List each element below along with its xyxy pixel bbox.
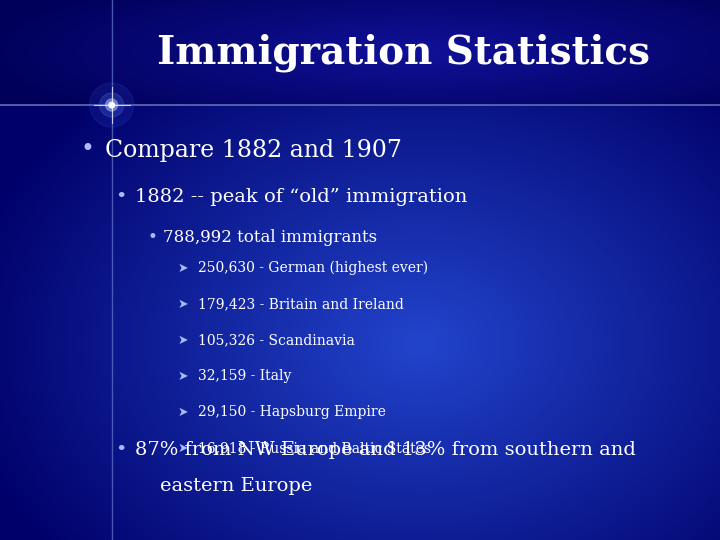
Text: 250,630 - German (highest ever): 250,630 - German (highest ever) — [198, 261, 428, 275]
Text: 32,159 - Italy: 32,159 - Italy — [198, 369, 292, 383]
Text: eastern Europe: eastern Europe — [135, 477, 312, 495]
Text: •: • — [148, 228, 158, 246]
Text: ➤: ➤ — [178, 406, 189, 419]
Text: Compare 1882 and 1907: Compare 1882 and 1907 — [105, 138, 402, 161]
Circle shape — [106, 99, 117, 111]
Text: ➤: ➤ — [178, 442, 189, 455]
Text: ➤: ➤ — [178, 334, 189, 347]
Circle shape — [109, 102, 114, 108]
Text: 29,150 - Hapsburg Empire: 29,150 - Hapsburg Empire — [198, 405, 386, 419]
Text: 1882 -- peak of “old” immigration: 1882 -- peak of “old” immigration — [135, 188, 467, 206]
Text: •: • — [115, 441, 127, 459]
Text: 788,992 total immigrants: 788,992 total immigrants — [163, 228, 377, 246]
Text: Immigration Statistics: Immigration Statistics — [157, 33, 649, 72]
Text: 105,326 - Scandinavia: 105,326 - Scandinavia — [198, 333, 355, 347]
Text: 179,423 - Britain and Ireland: 179,423 - Britain and Ireland — [198, 297, 404, 311]
Text: ➤: ➤ — [178, 298, 189, 310]
Text: ➤: ➤ — [178, 261, 189, 274]
Circle shape — [89, 83, 134, 127]
Text: •: • — [115, 188, 127, 206]
Text: •: • — [80, 138, 94, 161]
Text: ➤: ➤ — [178, 369, 189, 382]
Text: 16,918 - Russia and Baltic States: 16,918 - Russia and Baltic States — [198, 441, 431, 455]
Circle shape — [99, 93, 124, 117]
Text: 87% from NW Europe and 13% from southern and: 87% from NW Europe and 13% from southern… — [135, 441, 636, 459]
